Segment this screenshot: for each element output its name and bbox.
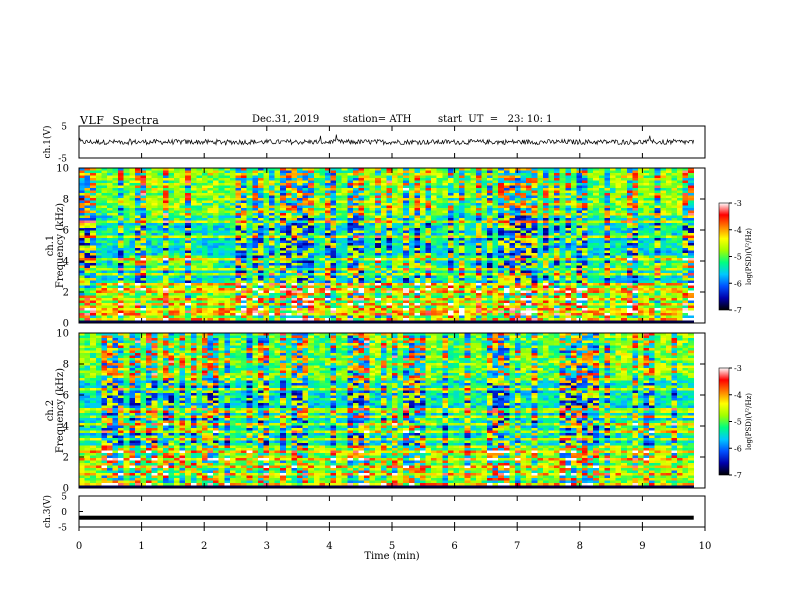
ch2-spec-colorbar-tick-label: -5 xyxy=(734,418,742,427)
xtick-label: 6 xyxy=(451,541,457,552)
ch2-spec-colorbar-tick-label: -7 xyxy=(734,471,742,480)
ch1-spec-colorbar xyxy=(718,202,730,311)
ch2-spec-ytick-label: 4 xyxy=(63,422,69,433)
ch3-wave-ytick-label: -5 xyxy=(58,524,67,534)
ch2-spec-ytick-label: 0 xyxy=(63,484,69,495)
xtick-label: 7 xyxy=(514,541,520,552)
ch1-spec-ytick-label: 2 xyxy=(63,288,69,299)
xtick-label: 4 xyxy=(326,541,332,552)
ch3-wave-ytick-label: 0 xyxy=(61,508,67,518)
ch2-spec-colorbar xyxy=(718,367,730,476)
start-ut-label: start UT = 23: 10: 1 xyxy=(438,114,553,125)
xtick-label: 1 xyxy=(138,541,144,552)
ch1-spec-heatmap xyxy=(79,168,705,323)
ch1-spec-colorbar-tick-label: -4 xyxy=(734,226,742,235)
ch1-spec-ylabel: ch.1 xyxy=(45,235,56,257)
ch1-wave-series-line xyxy=(78,134,695,146)
ch3-wave-series-line xyxy=(79,515,694,520)
ch2-spec-colorbar-tick-label: -6 xyxy=(734,444,742,453)
ch2-spec-ytick-label: 8 xyxy=(63,360,69,371)
xtick-label: 0 xyxy=(76,541,82,552)
ch1-spec-ytick-label: 10 xyxy=(56,164,69,175)
ch2-spec-colorbar-tick-label: -3 xyxy=(734,364,742,373)
ch1-spec-ytick-label: 8 xyxy=(63,195,69,206)
ch1-spec-ytick-label: 4 xyxy=(63,257,69,268)
ch2-spec-ytick-label: 6 xyxy=(63,391,69,402)
ch2-spec-ytick-label: 2 xyxy=(63,453,69,464)
ch2-spec-ylabel: Frequency (kHz) xyxy=(55,368,66,453)
xtick-label: 10 xyxy=(699,541,712,552)
ch1-wave-ytick-label: -5 xyxy=(58,155,67,165)
ch2-spec-heatmap xyxy=(79,333,705,488)
xtick-label: 9 xyxy=(639,541,645,552)
ch1-spec-ytick-label: 0 xyxy=(63,319,69,330)
ch1-wave-ylabel: ch.1(V) xyxy=(42,126,53,159)
xtick-label: 5 xyxy=(389,541,395,552)
ch2-spec-ytick-label: 10 xyxy=(56,329,69,340)
ch1-spec-colorbar-tick-label: -3 xyxy=(734,199,742,208)
ch2-spec-colorbar-tick-label: -4 xyxy=(734,391,742,400)
ch1-spec-ytick-label: 6 xyxy=(63,226,69,237)
ch1-spec-colorbar-tick-label: -6 xyxy=(734,279,742,288)
ch3-wave-ylabel: ch.3(V) xyxy=(42,495,53,528)
station-label: station= ATH xyxy=(343,114,412,125)
ch1-spec-colorbar-tick-label: -5 xyxy=(734,253,742,262)
ch1-spec-colorbar-label: log(PSD)(V²/Hz) xyxy=(745,228,753,285)
ch1-wave-ytick-label: 5 xyxy=(61,123,67,133)
ch3-wave-ytick-label: 5 xyxy=(61,493,67,503)
xtick-label: 3 xyxy=(264,541,270,552)
xtick-label: 2 xyxy=(201,541,207,552)
ch1-spec-ylabel: Frequency (kHz) xyxy=(55,203,66,288)
xaxis-label: Time (min) xyxy=(364,551,419,562)
xtick-label: 8 xyxy=(577,541,583,552)
ch2-spec-colorbar-label: log(PSD)(V²/Hz) xyxy=(745,393,753,450)
ch1-spec-colorbar-tick-label: -7 xyxy=(734,306,742,315)
ch2-spec-ylabel: ch.2 xyxy=(45,400,56,422)
date-label: Dec.31, 2019 xyxy=(252,114,320,125)
figure-title: VLF Spectra xyxy=(80,114,160,127)
